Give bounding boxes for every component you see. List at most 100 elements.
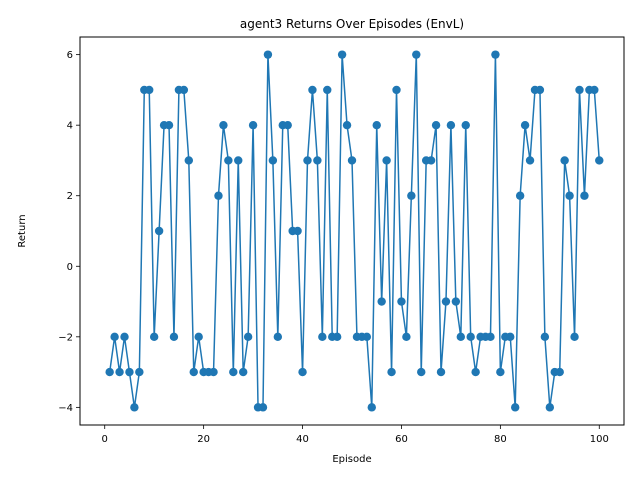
data-point — [283, 120, 292, 130]
data-point — [115, 367, 124, 377]
data-point — [471, 367, 480, 377]
data-point — [456, 332, 465, 342]
y-tick-label: 0 — [67, 262, 73, 273]
data-point — [555, 367, 564, 377]
chart-title: agent3 Returns Over Episodes (EnvL) — [240, 17, 464, 31]
data-point — [298, 367, 307, 377]
data-point — [535, 85, 545, 95]
data-point — [580, 191, 589, 200]
data-point — [436, 367, 446, 377]
data-point — [110, 332, 119, 342]
data-point — [149, 332, 159, 342]
data-point — [486, 332, 495, 342]
data-point — [367, 403, 376, 412]
data-point — [125, 367, 134, 377]
data-point — [441, 297, 451, 306]
data-point — [189, 367, 198, 377]
data-point — [145, 85, 154, 95]
data-point — [417, 367, 426, 377]
data-point — [308, 85, 317, 95]
data-point — [565, 191, 574, 200]
data-point — [520, 120, 530, 130]
data-point — [412, 50, 421, 59]
data-point — [273, 332, 283, 342]
x-tick-label: 100 — [590, 434, 609, 445]
x-tick-label: 20 — [197, 434, 210, 445]
y-axis: −4 −2 0 2 4 6 — [58, 50, 80, 414]
data-point — [397, 297, 406, 306]
series-layer — [105, 50, 604, 412]
data-point — [105, 367, 114, 377]
x-tick-label: 60 — [395, 434, 408, 445]
data-point — [466, 332, 475, 342]
plot-frame — [79, 36, 625, 426]
data-point — [545, 403, 555, 412]
y-tick-label: 6 — [67, 50, 73, 61]
y-tick-label: −2 — [58, 332, 73, 343]
data-point — [229, 367, 238, 377]
data-point — [570, 332, 579, 342]
data-point — [194, 332, 203, 342]
data-point — [219, 120, 228, 130]
data-point — [402, 332, 411, 342]
y-tick-label: 4 — [67, 121, 73, 132]
data-point — [164, 120, 174, 130]
data-point — [595, 156, 604, 165]
data-point — [540, 332, 550, 342]
data-point — [407, 191, 416, 200]
data-point — [515, 191, 525, 200]
data-point — [313, 156, 322, 165]
data-point — [130, 403, 139, 412]
data-point — [243, 332, 253, 342]
data-point — [362, 332, 372, 342]
data-point — [332, 332, 342, 342]
data-point — [209, 367, 218, 377]
data-point — [491, 50, 500, 59]
data-point — [575, 85, 584, 95]
data-point — [451, 297, 461, 306]
data-point — [120, 332, 129, 342]
data-point — [496, 367, 505, 377]
data-point — [323, 85, 332, 95]
data-point — [347, 156, 357, 165]
y-tick-label: −4 — [58, 403, 73, 414]
data-point — [293, 226, 302, 236]
data-point — [392, 85, 401, 95]
data-point — [184, 156, 193, 165]
data-point — [169, 332, 179, 342]
data-point — [511, 403, 520, 412]
data-point — [426, 156, 436, 165]
y-tick-label: 2 — [67, 191, 73, 202]
data-point — [239, 367, 248, 377]
data-point — [446, 120, 456, 130]
data-point — [234, 156, 243, 165]
data-point — [382, 156, 391, 165]
x-tick-label: 80 — [494, 434, 507, 445]
data-point — [248, 120, 258, 130]
data-point — [372, 120, 381, 130]
x-axis: 0 20 40 60 80 100 — [102, 425, 609, 445]
data-point — [525, 156, 535, 165]
data-point — [224, 156, 233, 165]
x-tick-label: 0 — [102, 434, 108, 445]
x-axis-label: Episode — [332, 454, 371, 465]
data-point — [258, 403, 268, 412]
data-point — [179, 85, 189, 95]
data-point — [506, 332, 515, 342]
data-point — [318, 332, 327, 342]
data-point — [377, 297, 386, 306]
data-point — [263, 50, 273, 59]
data-point — [154, 226, 164, 236]
data-point — [342, 120, 352, 130]
data-point — [461, 120, 470, 130]
data-point — [590, 85, 599, 95]
data-point — [431, 120, 441, 130]
y-axis-label: Return — [17, 214, 28, 247]
data-point — [268, 156, 278, 165]
data-point — [387, 367, 396, 377]
series-line — [108, 53, 601, 409]
data-point — [560, 156, 569, 165]
data-point — [214, 191, 223, 200]
data-point — [337, 50, 347, 59]
